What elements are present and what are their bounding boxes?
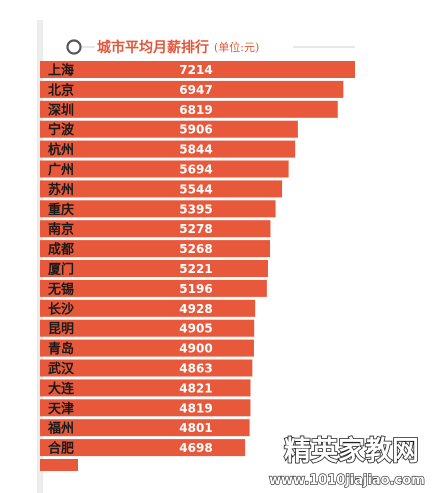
value-label: 4928 [179,302,212,316]
category-label: 青岛 [48,341,74,357]
value-label: 5844 [179,143,212,157]
category-label: 昆明 [48,321,74,337]
watermark-main: 精英家教网 [284,435,419,467]
bar-16 [40,379,251,397]
category-label: 天津 [48,401,74,417]
bar-19 [40,439,246,457]
category-label: 上海 [48,63,74,79]
value-label: 4900 [179,342,212,356]
bar-11 [40,279,267,297]
bar-12 [40,299,256,317]
bar-1 [40,80,344,98]
bar-3 [40,120,298,138]
header-circle-icon [66,39,82,55]
value-label: 6819 [179,103,212,117]
bar-8 [40,220,271,238]
bar-4 [40,140,296,158]
value-label: 7214 [179,63,212,77]
value-label: 5395 [179,202,212,216]
bar-0 [40,61,355,78]
value-label: 5278 [179,222,212,236]
bar-6 [40,180,283,198]
watermark: 精英家教网 www.1010jiajiao.com [268,434,425,488]
chart-header: 城市平均月薪排行 (单位:元) [66,38,355,56]
labels-group: 上海 7214 北京 6947 深圳 6819 宁波 5906 杭州 5844 广州 5694 苏州 55… [47,63,213,457]
value-label: 5694 [179,163,212,177]
value-label: 4905 [179,322,212,336]
value-label: 4821 [179,381,212,395]
category-label: 武汉 [48,361,75,377]
bar-5 [40,160,289,178]
category-label: 宁波 [48,122,75,138]
watermark-url: www.1010jiajiao.com [269,473,425,488]
category-label: 福州 [47,421,74,437]
bar-14 [40,339,254,357]
value-label: 4698 [179,441,212,455]
bars-group [40,61,355,471]
bar-7 [40,200,276,218]
bar-18 [40,419,250,437]
category-label: 深圳 [48,102,74,118]
category-label: 南京 [48,222,74,238]
category-label: 杭州 [48,142,74,158]
value-label: 5196 [179,282,212,296]
value-label: 4819 [179,401,212,415]
unit-label: (单位:元) [214,40,259,54]
category-label: 长沙 [48,301,74,317]
category-label: 重庆 [48,202,74,218]
value-label: 6947 [179,83,212,97]
value-label: 4863 [179,362,212,376]
category-label: 广州 [48,162,74,178]
bar-15 [40,359,253,377]
bar-2 [40,100,338,118]
value-label: 4801 [179,421,212,435]
bar-17 [40,399,251,417]
bar-13 [40,319,255,337]
category-label: 苏州 [48,182,74,198]
category-label: 合肥 [48,441,74,457]
bar-9 [40,240,271,258]
category-label: 成都 [48,242,74,258]
value-label: 5268 [179,242,212,256]
category-label: 无锡 [47,281,74,297]
bar-cutoff [40,459,78,471]
value-label: 5906 [179,123,212,137]
category-label: 大连 [48,381,75,397]
chart-title: 城市平均月薪排行 [97,39,209,56]
header-backdrop [95,38,293,56]
category-label: 厦门 [48,262,74,278]
value-label: 5544 [179,182,212,196]
value-label: 5221 [179,262,212,276]
category-label: 北京 [48,82,74,98]
bar-10 [40,260,268,277]
